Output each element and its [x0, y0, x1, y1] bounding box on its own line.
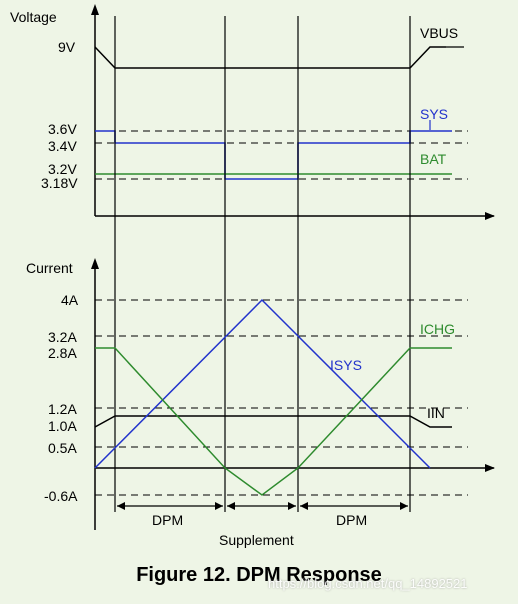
tick-3a2: 3.2A	[48, 329, 77, 345]
dpm-label-1: DPM	[152, 512, 183, 528]
tick-3v6: 3.6V	[48, 121, 77, 137]
tick-3v4: 3.4V	[48, 138, 77, 154]
phase-annotations: DPM DPM Supplement	[117, 502, 408, 548]
tick-neg0a6: -0.6A	[44, 488, 78, 504]
figure-caption: Figure 12. DPM Response	[136, 564, 382, 586]
tick-4a: 4A	[61, 292, 79, 308]
ichg-label: ICHG	[420, 321, 455, 337]
supplement-label: Supplement	[219, 532, 294, 548]
watermark: https://blog.csdn.net/qq_14892521	[268, 576, 468, 591]
tick-3v18: 3.18V	[41, 175, 78, 191]
current-panel: Current 4A 3.2A 2.8A 1.2A 1.0A 0.5A -0.6…	[26, 258, 495, 530]
dpm-label-2: DPM	[336, 512, 367, 528]
tick-1a0: 1.0A	[48, 418, 77, 434]
tick-3v2: 3.2V	[48, 161, 77, 177]
sys-trace	[95, 130, 452, 180]
isys-label: ISYS	[330, 357, 362, 373]
isys-trace	[94, 298, 431, 469]
tick-2a8: 2.8A	[48, 345, 77, 361]
iin-label: IIN	[427, 405, 445, 421]
tick-9v: 9V	[58, 39, 76, 55]
bat-label: BAT	[420, 151, 447, 167]
sys-label: SYS	[420, 106, 448, 122]
current-y-arrow	[91, 258, 99, 269]
current-axis-label: Current	[26, 260, 73, 276]
voltage-axis-label: Voltage	[10, 9, 57, 25]
dpm-response-diagram: Voltage 9V 3.6V 3.4V 3.2V 3.18V VBUS SYS…	[10, 4, 495, 548]
vbus-trace	[94, 46, 446, 69]
vbus-label: VBUS	[420, 25, 458, 41]
tick-0a5: 0.5A	[48, 440, 77, 456]
event-lines	[114, 16, 411, 512]
ichg-trace	[95, 347, 452, 496]
iin-trace	[94, 415, 452, 428]
voltage-panel: Voltage 9V 3.6V 3.4V 3.2V 3.18V VBUS SYS…	[10, 4, 495, 220]
tick-1a2: 1.2A	[48, 401, 77, 417]
voltage-y-arrow	[91, 4, 99, 15]
